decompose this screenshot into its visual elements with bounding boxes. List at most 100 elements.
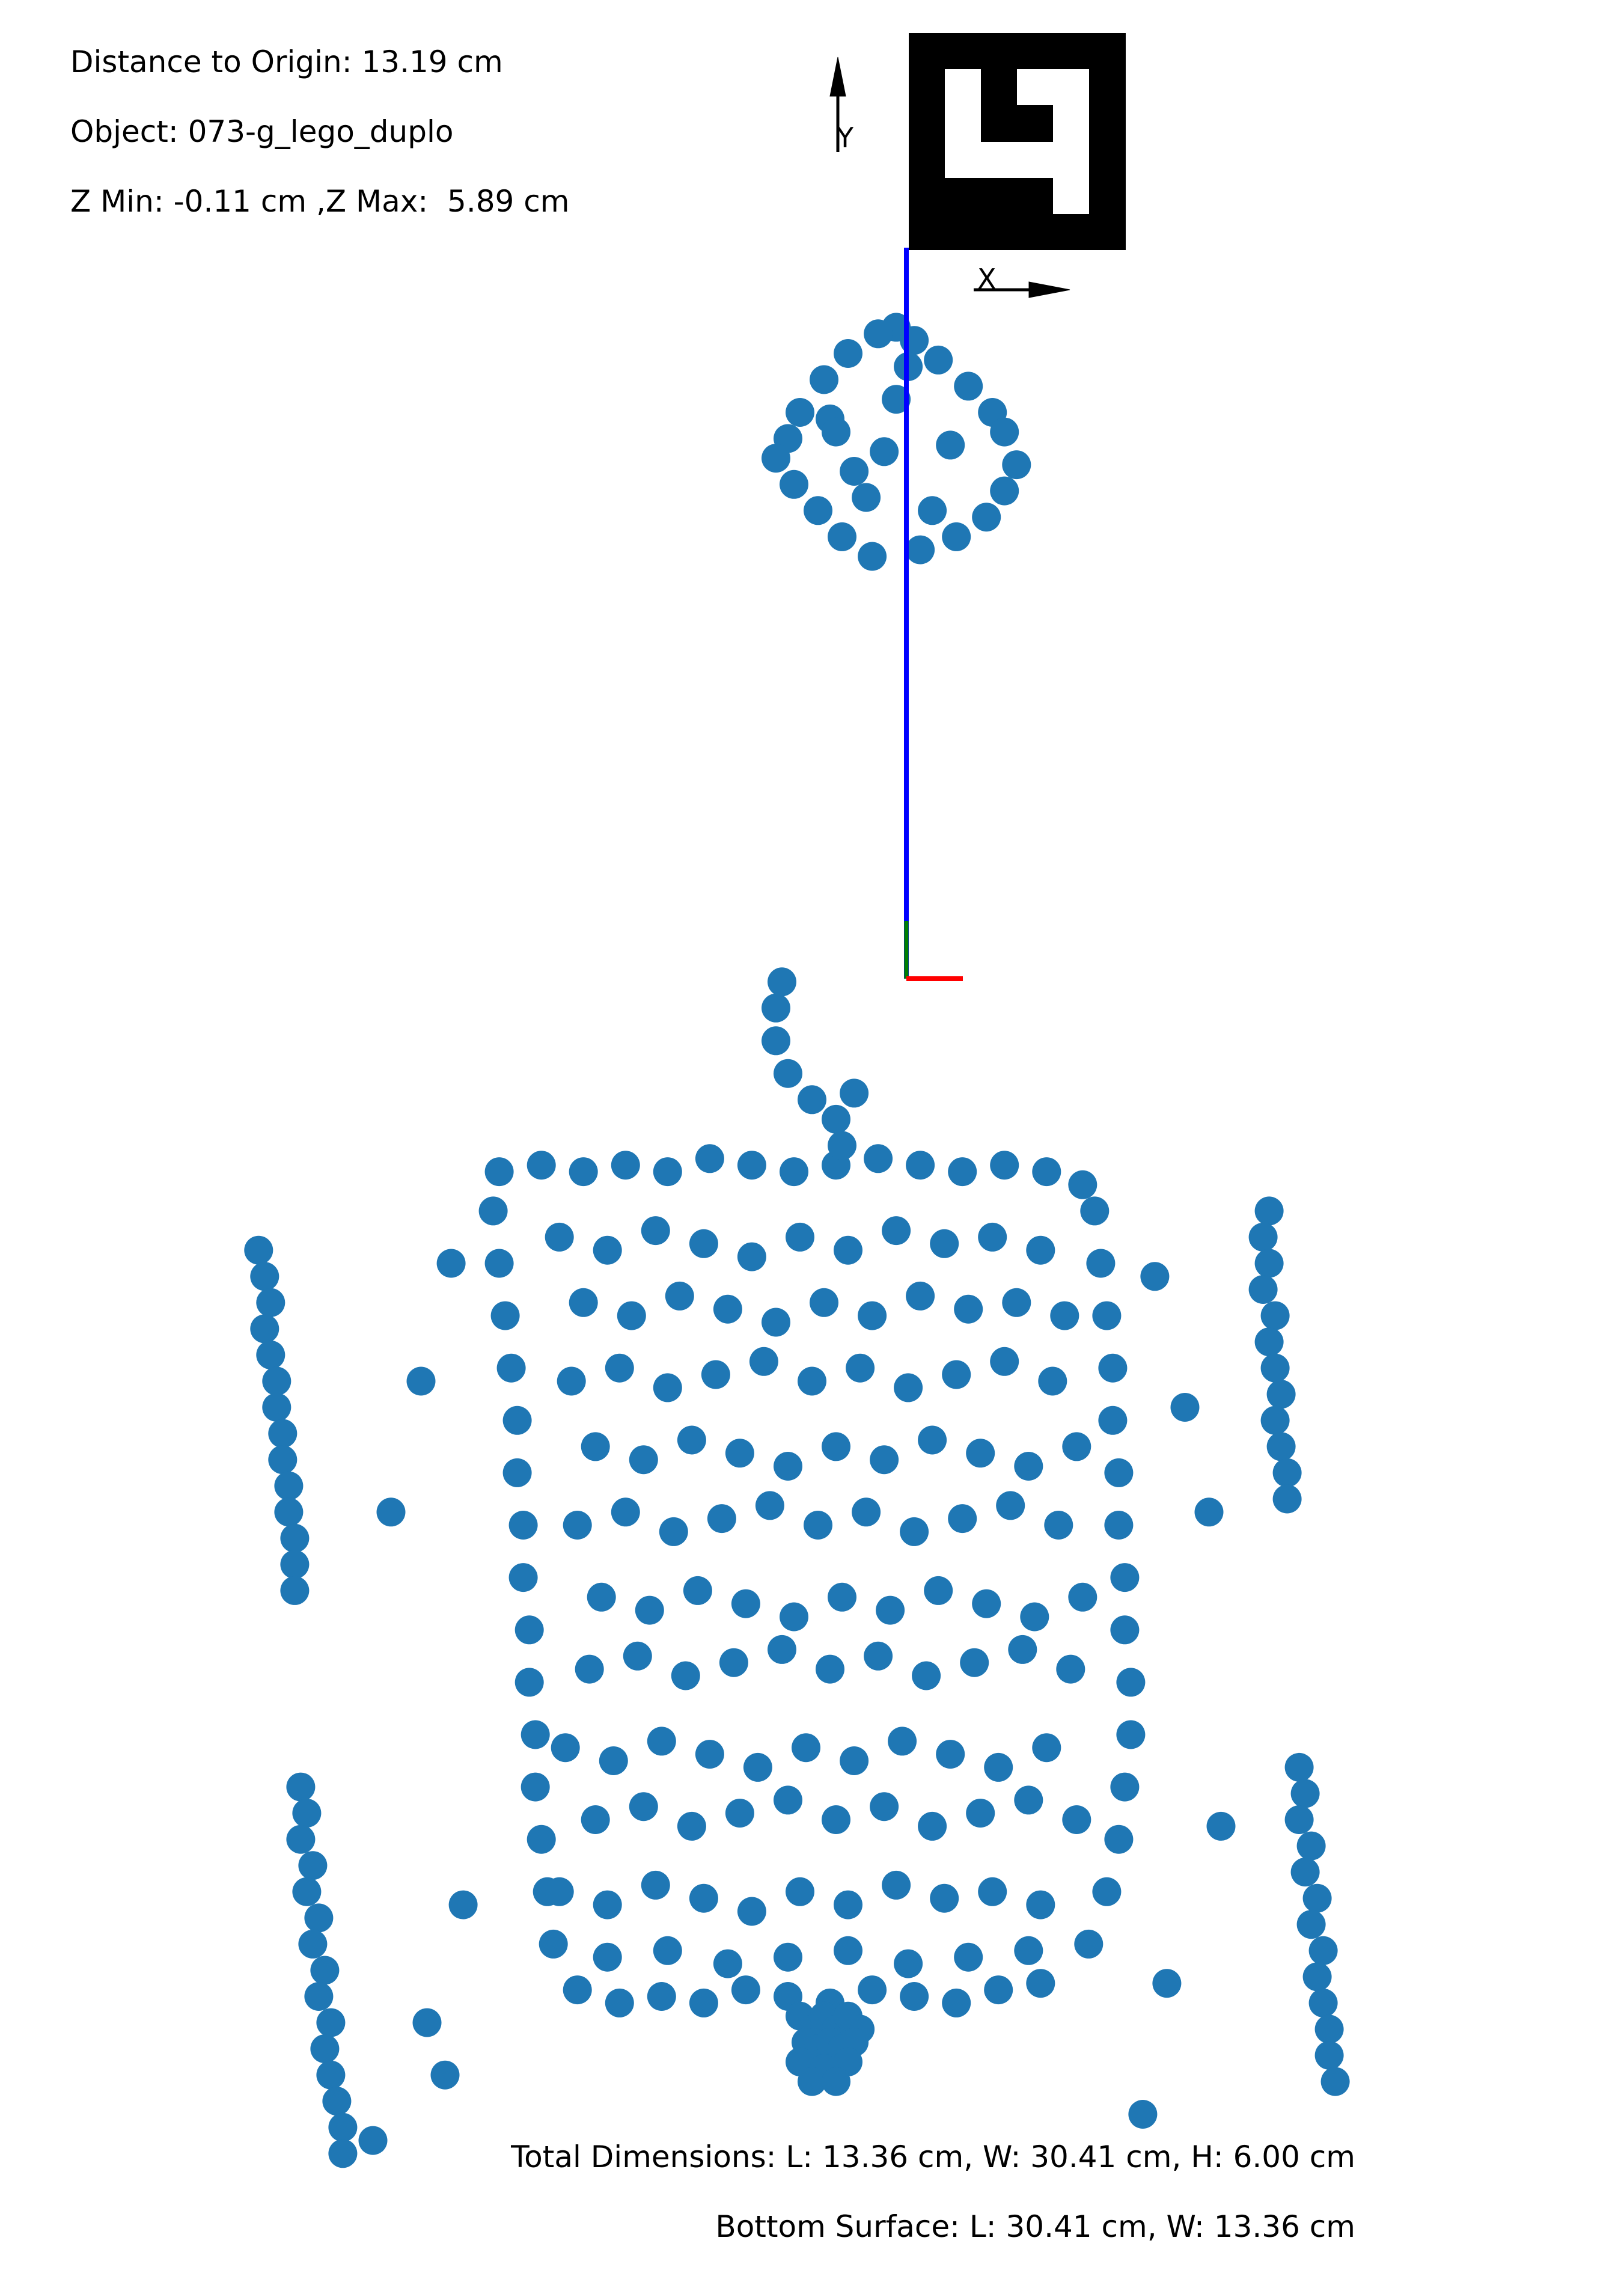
data-point xyxy=(900,1517,929,1546)
data-point xyxy=(1104,1458,1134,1487)
data-point xyxy=(1044,1511,1073,1540)
data-point xyxy=(743,1752,772,1782)
data-point xyxy=(1104,1511,1134,1540)
data-point xyxy=(1290,1858,1320,1887)
data-point xyxy=(810,1288,838,1317)
data-point xyxy=(870,437,899,466)
distance-to-origin-text: Distance to Origin: 13.19 cm xyxy=(70,44,503,79)
scatter-points xyxy=(244,313,1350,2168)
data-point xyxy=(731,1975,760,2005)
data-point xyxy=(828,522,856,551)
data-point xyxy=(978,1877,1007,1906)
data-point xyxy=(250,1262,279,1291)
data-point xyxy=(677,1811,706,1841)
data-point xyxy=(930,1883,959,1913)
data-point xyxy=(641,1216,670,1246)
data-point xyxy=(804,1511,832,1540)
data-point xyxy=(1080,1196,1110,1226)
data-point xyxy=(563,1975,592,2005)
data-point xyxy=(1272,1458,1302,1487)
data-point xyxy=(593,1942,622,1972)
data-point xyxy=(256,1340,285,1369)
data-point xyxy=(834,339,862,368)
data-point xyxy=(834,1235,862,1265)
data-point xyxy=(1092,1877,1122,1906)
data-point xyxy=(930,1229,959,1258)
data-point xyxy=(948,1157,977,1187)
data-point xyxy=(1002,1288,1031,1317)
x-arrow-icon xyxy=(974,281,1070,298)
data-point xyxy=(906,535,935,564)
data-point xyxy=(1014,1785,1043,1815)
data-point xyxy=(1056,1654,1085,1684)
data-point xyxy=(852,483,881,512)
data-point xyxy=(774,1942,802,1972)
data-point xyxy=(834,1890,862,1919)
data-point xyxy=(858,1301,887,1330)
data-point xyxy=(1068,1170,1097,1199)
data-point xyxy=(1260,1301,1290,1330)
data-point xyxy=(1152,1969,1182,1998)
data-point xyxy=(954,1942,983,1972)
data-point xyxy=(695,1144,724,1173)
data-point xyxy=(1104,1825,1134,1854)
data-point xyxy=(737,1242,766,1271)
data-point xyxy=(906,1281,935,1311)
data-point xyxy=(972,1589,1001,1618)
data-point xyxy=(942,1360,971,1389)
data-point xyxy=(593,1890,622,1919)
data-point xyxy=(629,1445,658,1475)
data-point xyxy=(1014,1452,1043,1481)
data-point xyxy=(798,1085,826,1115)
data-point xyxy=(707,1504,736,1534)
data-point xyxy=(1074,1929,1104,1959)
aruco-marker-cell xyxy=(1053,105,1089,178)
data-point xyxy=(737,1897,766,1926)
data-point xyxy=(1092,1301,1122,1330)
data-point xyxy=(822,2067,850,2096)
data-point xyxy=(304,1982,334,2011)
data-point xyxy=(1020,1602,1049,1632)
data-point xyxy=(972,503,1001,532)
data-point xyxy=(514,1668,544,1697)
data-point xyxy=(936,1740,965,1769)
data-point xyxy=(719,1648,748,1677)
data-point xyxy=(762,1308,790,1337)
data-point xyxy=(671,1661,700,1690)
data-point xyxy=(1062,1432,1091,1461)
y-axis-label: Y xyxy=(836,121,854,154)
data-point xyxy=(804,496,832,525)
data-point xyxy=(292,1799,322,1828)
data-point xyxy=(551,1733,580,1763)
data-point xyxy=(894,1373,923,1402)
data-point xyxy=(786,398,814,427)
data-point xyxy=(689,1988,718,2017)
data-point xyxy=(774,1452,802,1481)
data-point xyxy=(623,1641,652,1671)
data-point xyxy=(1002,450,1031,480)
data-point xyxy=(304,1903,334,1933)
data-point xyxy=(545,1222,574,1252)
data-point xyxy=(755,1491,784,1520)
data-point xyxy=(508,1511,538,1540)
data-point xyxy=(268,1445,298,1475)
data-point xyxy=(858,542,887,571)
data-point xyxy=(822,417,850,447)
data-point xyxy=(990,1151,1019,1180)
data-point xyxy=(725,1439,754,1468)
data-point xyxy=(605,1353,634,1383)
data-point xyxy=(1098,1353,1128,1383)
data-point xyxy=(617,1301,646,1330)
data-point xyxy=(376,1497,406,1527)
data-point xyxy=(430,2060,460,2090)
data-point xyxy=(280,1550,310,1579)
data-point xyxy=(641,1870,670,1900)
data-point xyxy=(244,1235,273,1265)
data-point xyxy=(918,1811,947,1841)
data-point xyxy=(286,1772,316,1802)
data-point xyxy=(966,1439,995,1468)
data-point xyxy=(1320,2067,1350,2096)
data-point xyxy=(514,1615,544,1645)
data-point xyxy=(1140,1262,1170,1291)
data-point xyxy=(1026,1890,1055,1919)
